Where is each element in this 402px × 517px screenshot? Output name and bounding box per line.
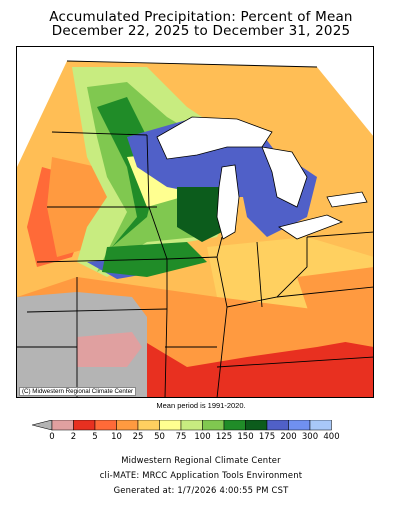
legend-swatch (73, 420, 96, 431)
legend-label: 150 (237, 432, 254, 442)
legend-label: 75 (175, 432, 187, 442)
lake-erie (278, 214, 344, 240)
legend-label: 400 (323, 432, 340, 442)
map-date-range: December 22, 2025 to December 31, 2025 (51, 23, 351, 39)
footer-organization: Midwestern Regional Climate Center (121, 455, 281, 465)
legend-label: 0 (49, 432, 55, 442)
legend-swatch (266, 420, 289, 431)
legend-swatch (309, 420, 332, 431)
region-sw-pink (77, 332, 142, 367)
footer-tool: cli-MATE: MRCC Application Tools Environ… (99, 470, 303, 480)
region-east-orange (297, 267, 373, 347)
map-credit: (C) Midwestern Regional Climate Center (19, 387, 137, 396)
color-legend: 0 2 5 10 25 50 75 100 125 150 175 200 300 400 (32, 420, 372, 444)
legend-swatch (180, 420, 203, 431)
legend-label: 125 (215, 432, 233, 442)
legend-swatch (116, 420, 139, 431)
legend-swatch (245, 420, 268, 431)
legend-label: 2 (70, 432, 77, 442)
state-boundaries (17, 60, 373, 397)
mean-period-note: Mean period is 1991-2020. (156, 401, 246, 410)
map-graphic (17, 47, 373, 397)
lake-ontario (326, 191, 368, 208)
legend-swatch (288, 420, 311, 431)
legend-colorbar (32, 420, 332, 431)
legend-swatch (223, 420, 246, 431)
legend-swatch (94, 420, 117, 431)
lake-huron (261, 146, 308, 208)
legend-label: 10 (111, 432, 122, 442)
legend-swatch (137, 420, 160, 431)
precipitation-map: (C) Midwestern Regional Climate Center (16, 46, 374, 398)
legend-label: 25 (132, 432, 144, 442)
lake-michigan (216, 164, 240, 240)
footer-generated: Generated at: 1/7/2026 4:00:55 PM CST (113, 485, 289, 495)
legend-swatch (51, 420, 74, 431)
legend-label: 300 (301, 432, 319, 442)
legend-label: 200 (280, 432, 297, 442)
map-title: Accumulated Precipitation: Percent of Me… (49, 9, 353, 25)
legend-label: 50 (154, 432, 165, 442)
legend-swatch (202, 420, 225, 431)
legend-swatch (159, 420, 182, 431)
legend-label: 100 (194, 432, 211, 442)
legend-label: 175 (258, 432, 276, 442)
legend-arrow (32, 420, 53, 431)
legend-label: 5 (92, 432, 98, 442)
